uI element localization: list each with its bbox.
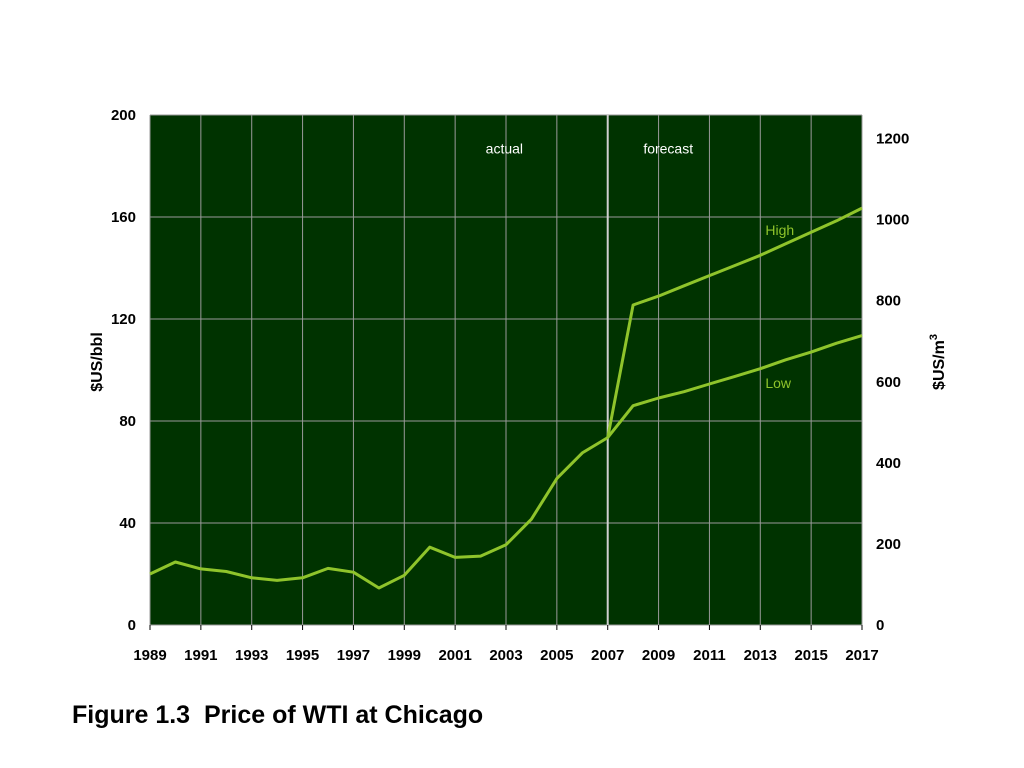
right-tick-label: 600 [876,374,901,391]
x-tick-label: 2007 [591,647,624,664]
right-tick-label: 800 [876,293,901,310]
x-tick-label: 1993 [235,647,268,664]
series-line-actual [149,436,609,590]
x-tick-label: 2003 [489,647,522,664]
x-tick-label: 2005 [540,647,573,664]
left-tick-label: 40 [119,515,136,532]
annotations: actual forecast [486,140,694,156]
x-tick-label: 2001 [438,647,471,664]
x-axis-ticks: 1989 1991 1993 1995 1997 1999 2001 2003 2005 2007… [133,625,879,664]
series-label-low: Low [765,375,792,391]
x-tick-label: 1989 [133,647,166,664]
x-tick-label: 2013 [744,647,777,664]
x-tick-label: 1991 [184,647,217,664]
right-axis-title-superscript: 3 [928,334,940,340]
right-tick-label: 1000 [876,212,909,229]
right-tick-label: 200 [876,536,901,553]
series-line-high [606,206,863,438]
series-labels: High Low [765,222,794,391]
figure-caption: Figure 1.3 Price of WTI at Chicago [72,701,484,729]
series-line-low [606,334,863,439]
left-tick-label: 200 [111,107,136,124]
x-tick-label: 1997 [337,647,370,664]
left-tick-label: 80 [119,413,136,430]
right-tick-label: 400 [876,455,901,472]
series-lines [149,206,863,590]
x-tick-label: 1995 [286,647,319,664]
x-tick-label: 2011 [693,647,726,664]
right-axis-ticks: 0 200 400 600 800 1000 1200 [876,131,909,634]
left-axis-title: $US/bbl [89,332,106,392]
x-tick-label: 2015 [794,647,827,664]
left-axis-ticks: 0 40 80 120 160 200 [111,107,136,634]
right-tick-label: 1200 [876,131,909,148]
annotation-actual: actual [486,140,523,156]
left-tick-label: 160 [111,209,136,226]
x-tick-label: 2017 [845,647,878,664]
series-label-high: High [765,222,794,238]
right-tick-label: 0 [876,617,884,634]
x-tick-label: 2009 [642,647,675,664]
right-axis-title: $US/m3 [928,334,948,390]
annotation-forecast: forecast [643,140,693,156]
price-chart: 0 40 80 120 160 200 0 200 400 600 800 1000 1200 198… [89,107,948,664]
right-axis-title-unit: $US/m [931,340,948,390]
left-tick-label: 0 [128,617,136,634]
x-tick-label: 1999 [388,647,421,664]
left-tick-label: 120 [111,311,136,328]
